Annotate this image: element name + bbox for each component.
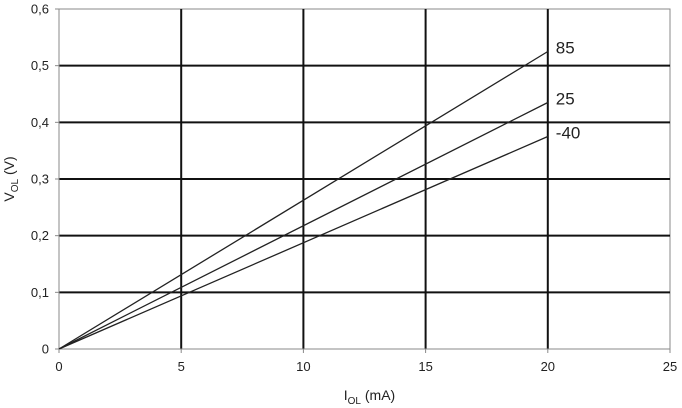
y-axis-title-sub: OL xyxy=(10,179,21,193)
y-tick-label-6: 0,6 xyxy=(31,2,49,17)
x-axis-title: IOL (mA) xyxy=(344,387,395,407)
x-tick-label-4: 20 xyxy=(541,359,555,374)
x-axis-title-main: I xyxy=(344,387,348,403)
tick-layer: 0 5 10 15 20 25 0 0,1 0,2 0,3 0,4 0,5 0,6 xyxy=(31,2,677,375)
y-axis-title: VOL (V) xyxy=(1,156,21,201)
series-line-2 xyxy=(58,135,549,350)
x-tick-label-2: 10 xyxy=(296,359,310,374)
x-tick-label-1: 5 xyxy=(178,359,185,374)
grid-layer xyxy=(58,8,671,350)
series-label-1: 25 xyxy=(556,90,575,109)
y-tick-label-0: 0 xyxy=(42,342,49,357)
y-axis-title-unit: (V) xyxy=(1,156,17,179)
x-axis-title-sub: OL xyxy=(348,396,362,407)
series-label-0: 85 xyxy=(556,39,575,58)
y-tick-label-1: 0,1 xyxy=(31,285,49,300)
y-tick-label-5: 0,5 xyxy=(31,58,49,73)
y-tick-label-2: 0,2 xyxy=(31,228,49,243)
series-label-2: -40 xyxy=(556,124,581,143)
y-tick-label-4: 0,4 xyxy=(31,115,49,130)
series-layer xyxy=(58,50,549,350)
label-layer: 85 25 -40 xyxy=(556,39,581,143)
y-tick-label-3: 0,3 xyxy=(31,172,49,187)
x-tick-label-3: 15 xyxy=(418,359,432,374)
x-axis-title-unit: (mA) xyxy=(361,387,395,403)
series-line-1 xyxy=(58,101,549,350)
series-line-0 xyxy=(58,50,549,350)
x-tick-label-0: 0 xyxy=(55,359,62,374)
x-tick-label-5: 25 xyxy=(663,359,677,374)
y-axis-title-main: V xyxy=(1,192,17,202)
